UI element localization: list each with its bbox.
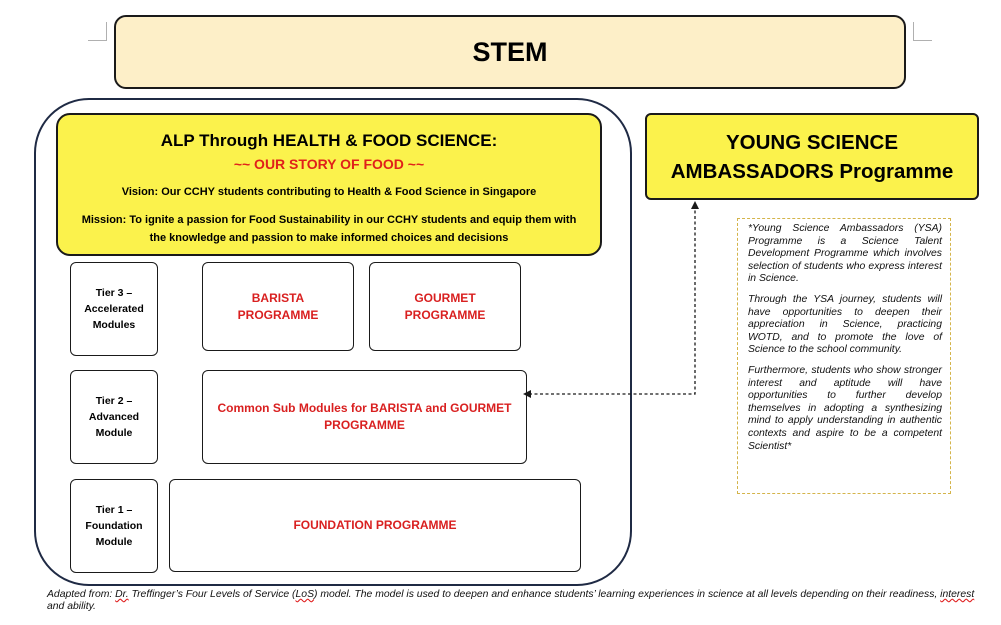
alp-mission: Mission: To ignite a passion for Food Su… (81, 214, 577, 244)
footer-citation: Adapted from: Dr. Treffinger’s Four Leve… (47, 589, 977, 613)
tier-1-line1: Tier 1 – (95, 504, 133, 516)
ysa-title-line1: YOUNG SCIENCE (726, 130, 898, 154)
footer-dr: Dr. (115, 589, 129, 600)
ysa-paragraph-1: *Young Science Ambassadors (YSA) Program… (748, 223, 942, 285)
tier-1-line3: Module (95, 536, 133, 548)
alp-header-box: ALP Through HEALTH & FOOD SCIENCE: ~~ OU… (56, 113, 602, 256)
tier-2-box: Tier 2 – Advanced Module (70, 370, 158, 464)
footer-middle2: ) model. The model is used to deepen and… (314, 589, 941, 600)
footer-suffix: and ability. (47, 601, 96, 612)
barista-line2: PROGRAMME (237, 307, 319, 322)
footer-middle1: Treffinger’s Four Levels of Service ( (128, 589, 296, 600)
footer-interest: interest (940, 589, 975, 600)
common-line2: PROGRAMME (324, 418, 405, 432)
ysa-paragraph-3: Furthermore, students who show stronger … (748, 364, 942, 452)
gourmet-programme-box: GOURMET PROGRAMME (369, 262, 521, 351)
alp-title: ALP Through HEALTH & FOOD SCIENCE: (160, 131, 498, 150)
alp-vision: Vision: Our CCHY students contributing t… (121, 186, 537, 198)
tier-1-box: Tier 1 – Foundation Module (70, 479, 158, 573)
gourmet-line2: PROGRAMME (404, 307, 486, 322)
common-sub-modules-box: Common Sub Modules for BARISTA and GOURM… (202, 370, 527, 464)
crop-mark-top-left (88, 22, 107, 41)
ysa-title-box: YOUNG SCIENCE AMBASSADORS Programme (645, 113, 979, 200)
foundation-label: FOUNDATION PROGRAMME (293, 518, 457, 532)
gourmet-line1: GOURMET (414, 290, 476, 305)
barista-line1: BARISTA (251, 290, 305, 305)
tier-3-box: Tier 3 – Accelerated Modules (70, 262, 158, 356)
alp-subtitle: ~~ OUR STORY OF FOOD ~~ (233, 156, 425, 172)
common-line1: Common Sub Modules for BARISTA and GOURM… (217, 401, 512, 415)
crop-mark-top-right (913, 22, 932, 41)
ysa-paragraph-2: Through the YSA journey, students will h… (748, 293, 942, 356)
tier-3-line3: Modules (92, 319, 136, 331)
tier-3-line1: Tier 3 – (95, 287, 133, 299)
tier-2-line3: Module (95, 427, 133, 439)
barista-programme-box: BARISTA PROGRAMME (202, 262, 354, 351)
stem-title-box: STEM (114, 15, 906, 89)
stem-title: STEM (472, 36, 548, 67)
footer-los: LoS (295, 589, 315, 600)
tier-2-line2: Advanced (88, 411, 140, 423)
foundation-programme-box: FOUNDATION PROGRAMME (169, 479, 581, 572)
ysa-title-line2: AMBASSADORS Programme (670, 159, 954, 183)
footer-prefix: Adapted from: (47, 589, 116, 600)
tier-2-line1: Tier 2 – (95, 395, 133, 407)
tier-1-line2: Foundation (85, 520, 143, 532)
tier-3-line2: Accelerated (84, 303, 144, 315)
ysa-description-box: *Young Science Ambassadors (YSA) Program… (737, 218, 951, 494)
